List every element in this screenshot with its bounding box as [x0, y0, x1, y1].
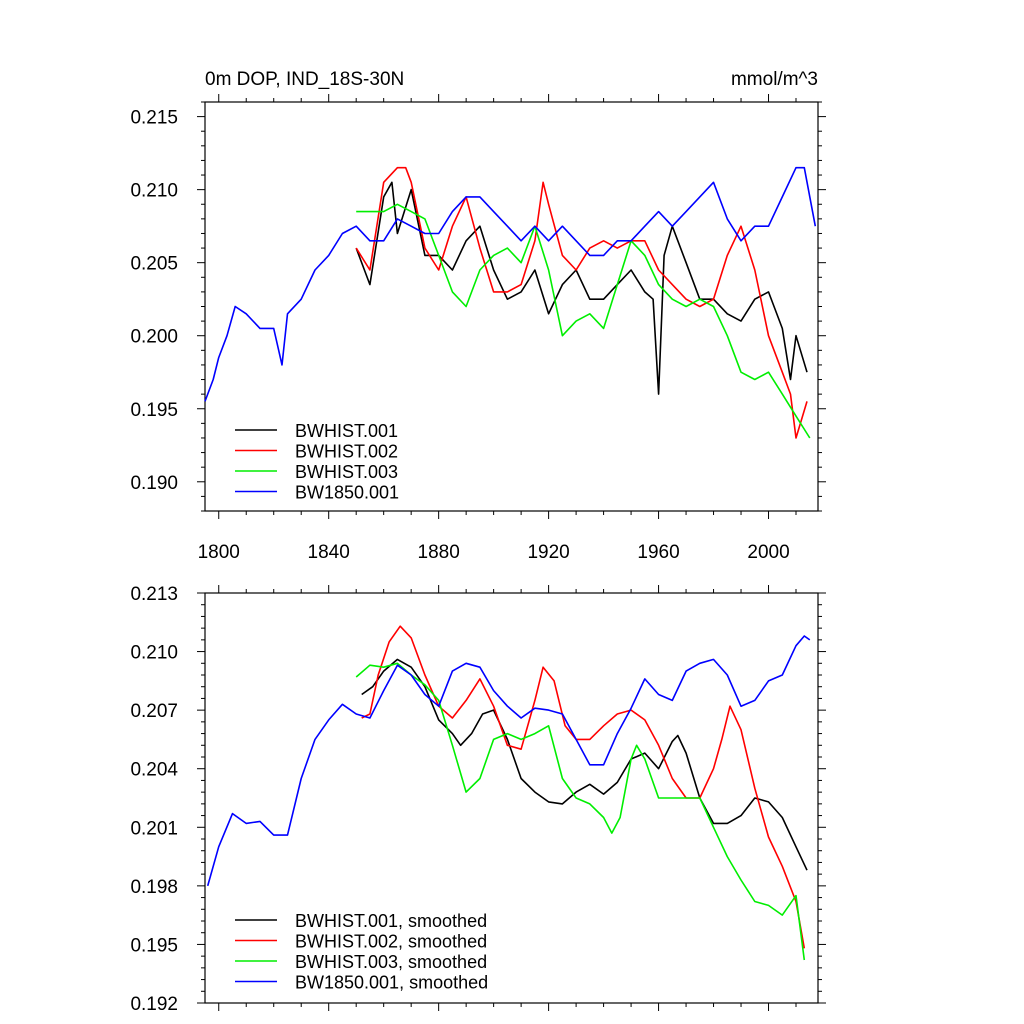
y-tick-label: 0.200 [130, 327, 178, 348]
y-tick-label: 0.192 [130, 994, 178, 1015]
legend-label: BWHIST.002 [295, 442, 398, 462]
series-line [356, 203, 811, 439]
y-tick-label: 0.213 [130, 584, 178, 605]
panel-top-chart: 0m DOP, IND_18S-30N mmol/m^3 BWHIST.001B… [130, 69, 826, 563]
y-tick-label: 0.215 [130, 108, 178, 129]
y-tick-label: 0.210 [130, 643, 178, 664]
y-tick-label: 0.207 [130, 701, 178, 722]
legend-label: BWHIST.003, smoothed [295, 952, 487, 972]
x-tick-label: 1920 [527, 542, 569, 563]
legend-label: BW1850.001, smoothed [295, 973, 488, 993]
x-tick-label: 1880 [418, 542, 460, 563]
legend-label: BW1850.001 [295, 483, 399, 503]
y-tick-label: 0.198 [130, 877, 178, 898]
y-tick-label: 0.205 [130, 254, 178, 275]
series-group [206, 625, 811, 961]
y-tick-label: 0.204 [130, 760, 178, 781]
x-tick-label: 1800 [198, 542, 240, 563]
plot-frame [204, 592, 819, 1004]
legend-label: BWHIST.001 [295, 421, 398, 441]
x-tick-label: 2000 [747, 542, 789, 563]
y-tick-label: 0.195 [130, 935, 178, 956]
series-line [206, 635, 811, 887]
series-line [355, 181, 808, 395]
y-tick-label: 0.190 [130, 473, 178, 494]
chart-units: mmol/m^3 [731, 69, 818, 90]
y-tick-label: 0.195 [130, 400, 178, 421]
series-line [361, 625, 806, 949]
series-line [355, 166, 808, 439]
x-tick-label: 1840 [308, 542, 350, 563]
legend-label: BWHIST.003 [295, 462, 398, 482]
series-line [204, 166, 817, 402]
series-group [204, 166, 817, 439]
x-tick-label: 1960 [637, 542, 679, 563]
legend-label: BWHIST.001, smoothed [295, 911, 487, 931]
series-line [355, 662, 806, 961]
y-tick-label: 0.201 [130, 818, 178, 839]
series-line [361, 658, 808, 871]
chart-title: 0m DOP, IND_18S-30N [205, 69, 404, 90]
legend-label: BWHIST.002, smoothed [295, 932, 487, 952]
y-tick-label: 0.210 [130, 181, 178, 202]
